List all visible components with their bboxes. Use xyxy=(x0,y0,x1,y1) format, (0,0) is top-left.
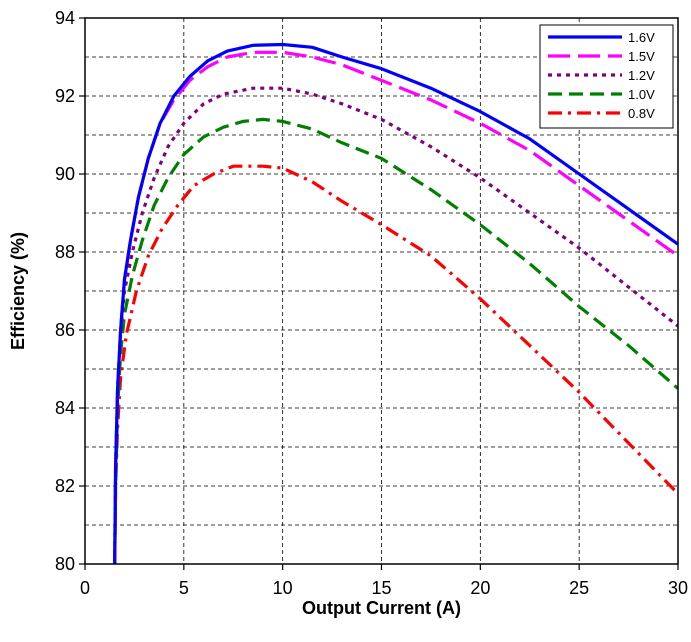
legend: 1.6V 1.5V 1.2V 1.0V 0.8V xyxy=(539,24,674,129)
legend-label: 1.6V xyxy=(628,30,655,45)
y-tick-label: 86 xyxy=(55,320,75,340)
x-axis-title: Output Current (A) xyxy=(302,598,461,618)
y-tick-label: 88 xyxy=(55,242,75,262)
y-tick-label: 92 xyxy=(55,86,75,106)
series-layer xyxy=(113,42,678,564)
y-tick-label: 82 xyxy=(55,476,75,496)
grid-lines xyxy=(85,18,678,564)
y-tick-label: 94 xyxy=(55,8,75,28)
y-tick-label: 84 xyxy=(55,398,75,418)
legend-label: 1.5V xyxy=(628,49,655,64)
x-tick-label: 0 xyxy=(80,578,90,598)
y-tick-label: 90 xyxy=(55,164,75,184)
legend-box xyxy=(539,24,674,129)
axis-ticks: 80 82 84 86 88 90 92 94 0 5 10 15 20 25 30 xyxy=(55,8,688,598)
x-tick-label: 10 xyxy=(273,578,293,598)
series-line-0-8v xyxy=(113,164,678,564)
x-tick-label: 20 xyxy=(470,578,490,598)
y-axis-title: Efficiency (%) xyxy=(8,232,28,350)
legend-label: 1.0V xyxy=(628,87,655,102)
series-line-1-2v xyxy=(113,86,678,564)
series-line-1-6v xyxy=(113,42,678,564)
legend-label: 1.2V xyxy=(628,68,655,83)
series-line-1-0v xyxy=(113,117,678,564)
x-tick-label: 30 xyxy=(668,578,688,598)
y-tick-label: 80 xyxy=(55,554,75,574)
x-tick-label: 15 xyxy=(371,578,391,598)
x-tick-label: 5 xyxy=(179,578,189,598)
legend-label: 0.8V xyxy=(628,106,655,121)
x-tick-label: 25 xyxy=(569,578,589,598)
